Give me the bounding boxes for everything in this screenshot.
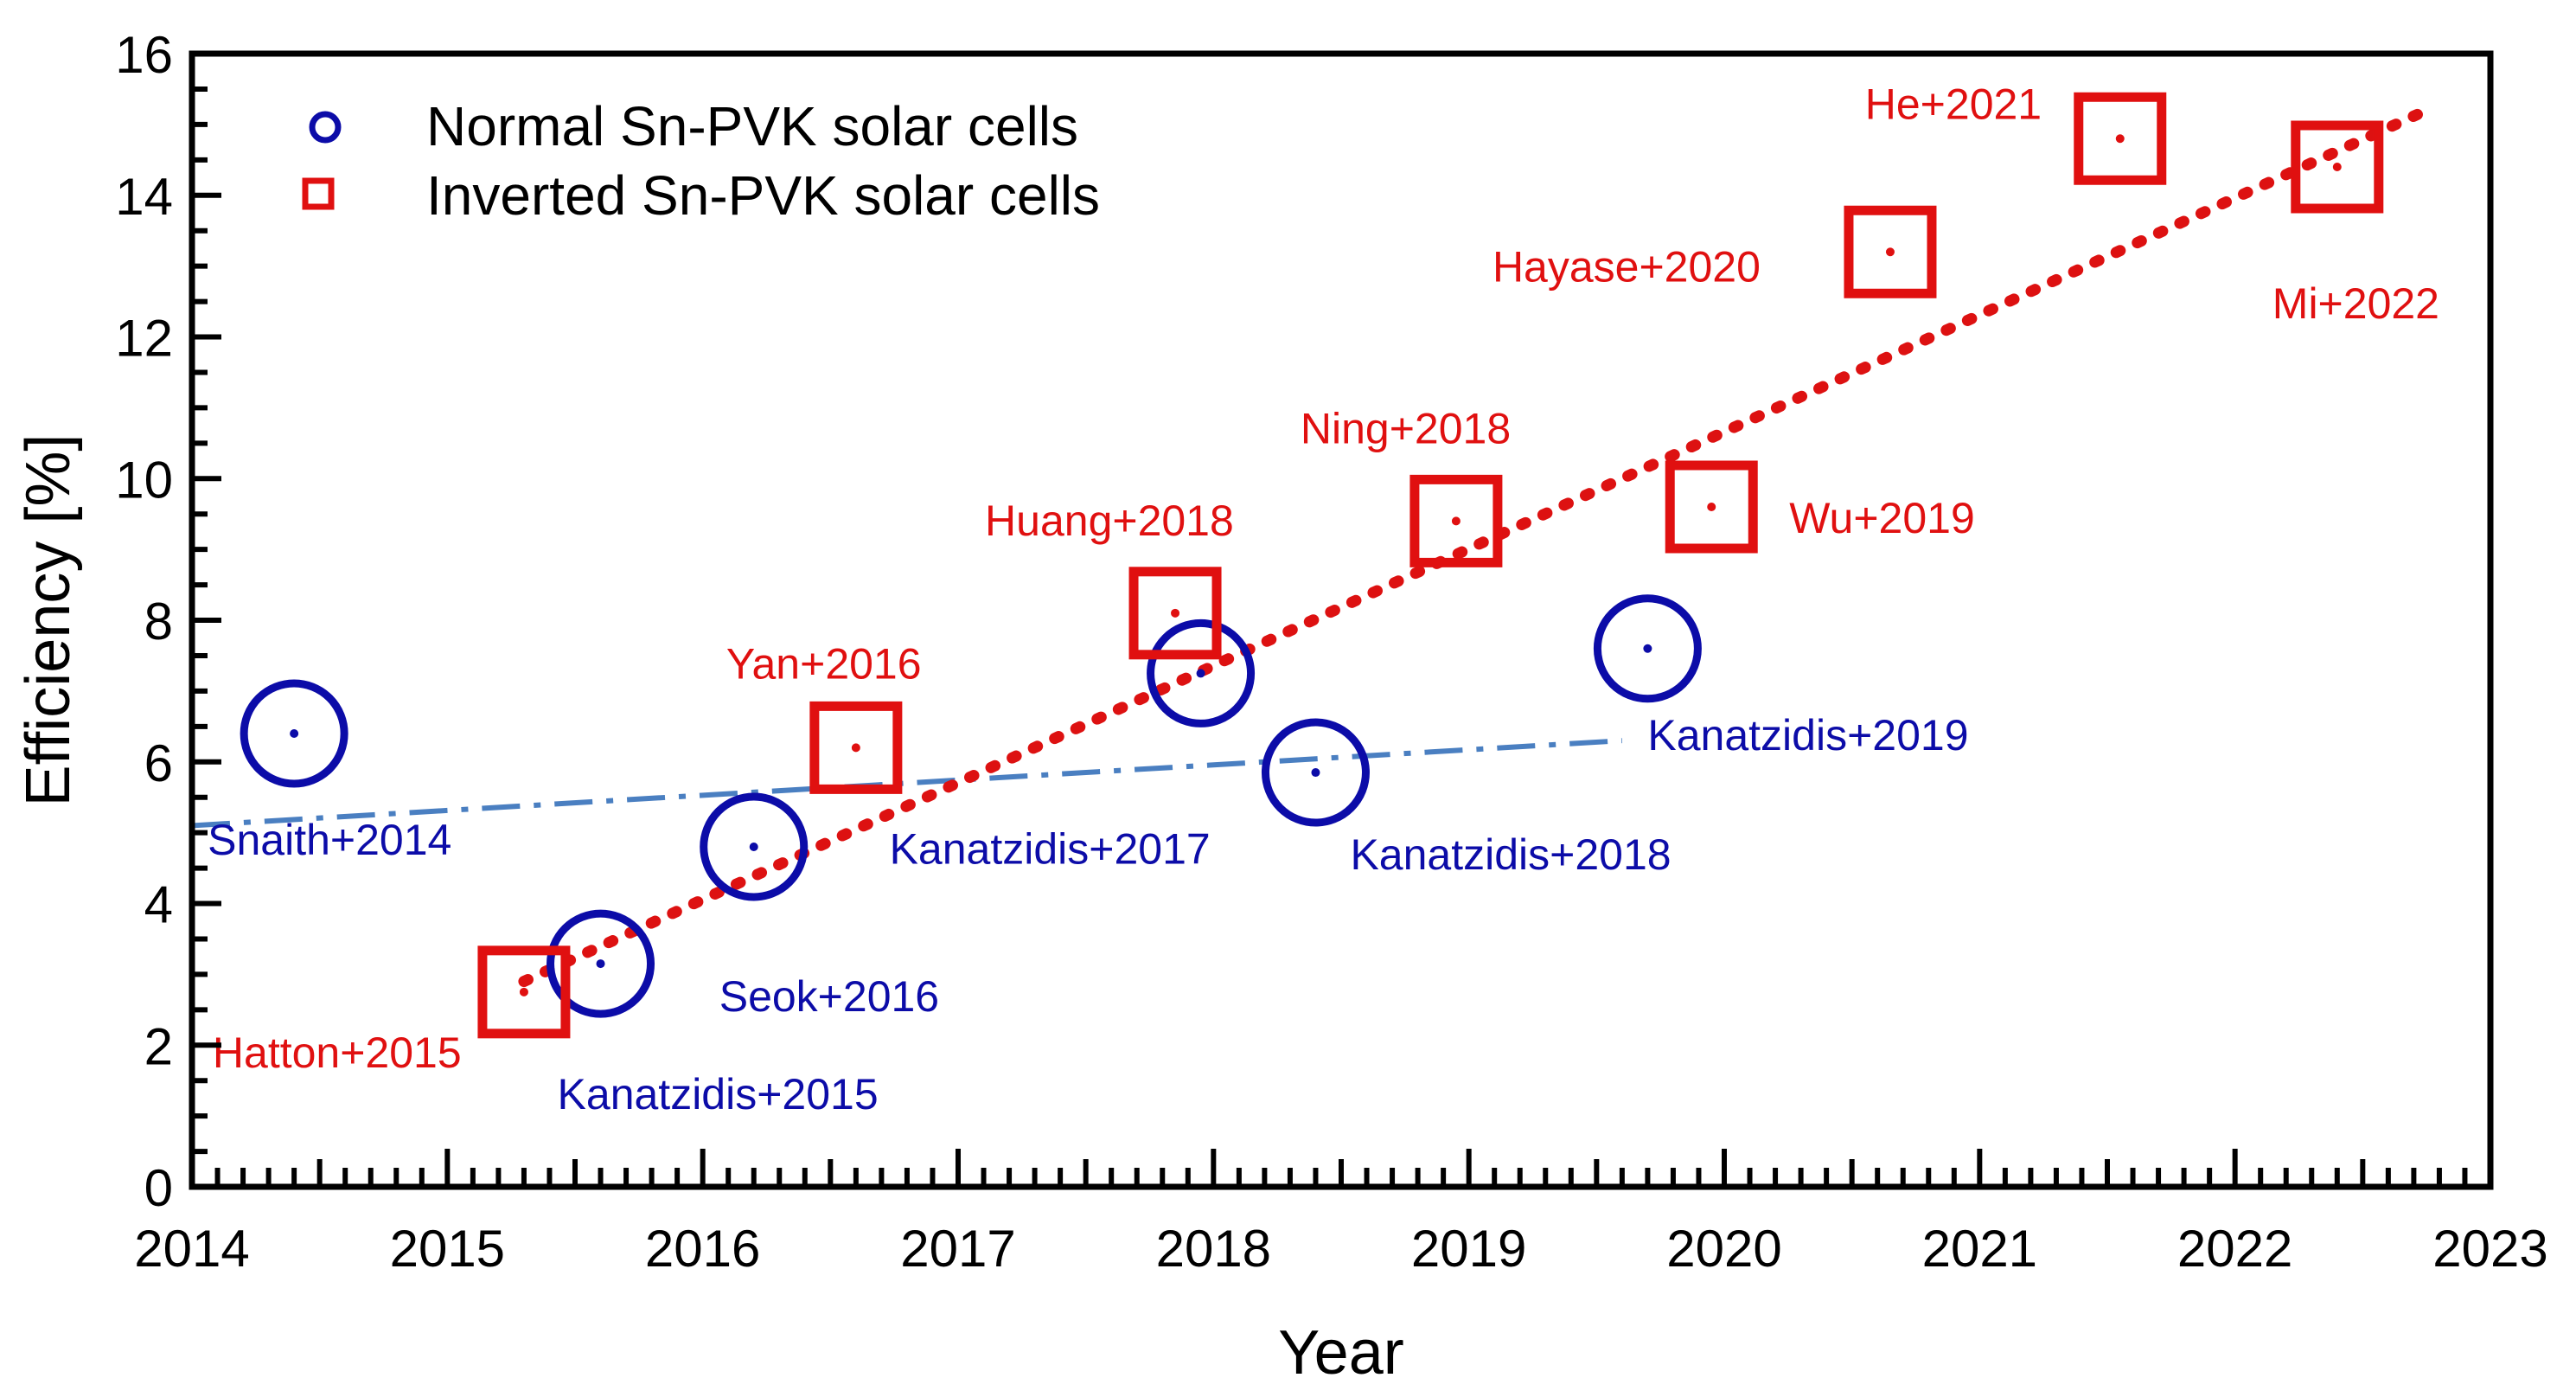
legend-label-inverted: Inverted Sn-PVK solar cells bbox=[426, 164, 1100, 227]
legend-square-marker-icon bbox=[302, 177, 335, 210]
marker-center-he-2021 bbox=[2115, 134, 2125, 144]
marker-center-kanatzidis-2017 bbox=[1196, 669, 1205, 678]
normal-trend bbox=[191, 738, 1623, 829]
y-tick-label: 6 bbox=[144, 734, 173, 792]
legend-item-inverted: Inverted Sn-PVK solar cells bbox=[302, 164, 1100, 227]
marker-square-hatton-2015 bbox=[477, 945, 571, 1039]
marker-center-hayase-2020 bbox=[1885, 247, 1895, 257]
marker-circle-kanatzidis-2017 bbox=[1147, 618, 1256, 727]
marker-center-hatton-2015 bbox=[519, 987, 528, 996]
marker-square-he-2021 bbox=[2074, 92, 2167, 185]
legend-item-normal: Normal Sn-PVK solar cells bbox=[309, 95, 1078, 157]
x-axis-title: Year bbox=[1278, 1318, 1403, 1387]
marker-center-yan-2016 bbox=[851, 743, 860, 753]
point-label-kanatzidis-2019: Kanatzidis+2019 bbox=[1647, 711, 1968, 759]
marker-center-mi-2022 bbox=[2332, 163, 2342, 171]
y-tick-label: 0 bbox=[144, 1159, 173, 1217]
point-label-layer: Snaith+2014 Kanatzidis+2015 Seok+2016 Kanat… bbox=[208, 80, 2439, 1118]
marker-center-seok-2016 bbox=[749, 843, 758, 851]
marker-square-yan-2016 bbox=[809, 701, 903, 794]
legend: Normal Sn-PVK solar cells Inverted Sn-PV… bbox=[302, 95, 1100, 227]
marker-circle-kanatzidis-2019 bbox=[1593, 594, 1702, 703]
x-tick-label: 2016 bbox=[645, 1220, 760, 1278]
trendline-layer bbox=[191, 105, 2432, 988]
marker-center-kanatzidis-2018 bbox=[1311, 768, 1320, 778]
y-tick-label: 4 bbox=[144, 876, 173, 934]
inverted-trend bbox=[518, 105, 2432, 988]
point-label-mi-2022: Mi+2022 bbox=[2272, 279, 2439, 328]
y-axis-title: Efficiency [%] bbox=[14, 434, 83, 807]
x-tick-label: 2023 bbox=[2432, 1220, 2547, 1278]
point-label-ning-2018: Ning+2018 bbox=[1301, 404, 1511, 452]
marker-center-kanatzidis-2015 bbox=[596, 959, 605, 969]
marker-square-wu-2019 bbox=[1665, 460, 1758, 554]
x-tick-label: 2019 bbox=[1411, 1220, 1526, 1278]
x-tick-label: 2022 bbox=[2177, 1220, 2292, 1278]
point-label-yan-2016: Yan+2016 bbox=[726, 639, 922, 688]
marker-center-huang-2018 bbox=[1171, 608, 1180, 618]
marker-center-ning-2018 bbox=[1451, 516, 1461, 526]
marker-center-snaith-2014 bbox=[290, 729, 299, 738]
y-tick-label: 12 bbox=[115, 310, 173, 368]
marker-circle-snaith-2014 bbox=[240, 679, 348, 788]
point-label-he-2021: He+2021 bbox=[1865, 80, 2042, 128]
y-tick-label: 8 bbox=[144, 593, 173, 650]
marker-square-huang-2018 bbox=[1128, 567, 1222, 660]
y-tick-label: 2 bbox=[144, 1017, 173, 1075]
point-label-snaith-2014: Snaith+2014 bbox=[208, 816, 451, 864]
point-label-hayase-2020: Hayase+2020 bbox=[1493, 242, 1761, 291]
marker-circle-kanatzidis-2015 bbox=[547, 909, 655, 1018]
axis-tick-labels: 2014 2015 2016 2017 2018 2019 2020 2021 2022 2023… bbox=[115, 26, 2547, 1278]
x-tick-label: 2017 bbox=[900, 1220, 1015, 1278]
point-label-kanatzidis-2018: Kanatzidis+2018 bbox=[1350, 830, 1671, 879]
point-label-kanatzidis-2015: Kanatzidis+2015 bbox=[558, 1070, 879, 1118]
legend-circle-marker-icon bbox=[309, 111, 342, 144]
marker-center-kanatzidis-2019 bbox=[1643, 644, 1652, 653]
marker-square-hayase-2020 bbox=[1844, 205, 1937, 298]
point-label-kanatzidis-2017: Kanatzidis+2017 bbox=[890, 824, 1211, 873]
marker-circle-kanatzidis-2018 bbox=[1261, 718, 1370, 827]
y-tick-label: 14 bbox=[115, 168, 173, 226]
point-label-seok-2016: Seok+2016 bbox=[719, 972, 939, 1021]
y-tick-label: 10 bbox=[115, 451, 173, 509]
marker-circle-seok-2016 bbox=[700, 792, 809, 901]
x-tick-label: 2015 bbox=[390, 1220, 505, 1278]
x-tick-label: 2020 bbox=[1666, 1220, 1781, 1278]
point-label-hatton-2015: Hatton+2015 bbox=[213, 1029, 462, 1077]
marker-center-wu-2019 bbox=[1707, 503, 1716, 511]
legend-label-normal: Normal Sn-PVK solar cells bbox=[426, 95, 1078, 157]
x-tick-label: 2021 bbox=[1922, 1220, 2037, 1278]
y-tick-label: 16 bbox=[115, 26, 173, 84]
point-label-wu-2019: Wu+2019 bbox=[1789, 494, 1975, 542]
marker-square-mi-2022 bbox=[2291, 120, 2384, 214]
marker-layer bbox=[240, 92, 2384, 1039]
point-label-huang-2018: Huang+2018 bbox=[985, 497, 1234, 545]
x-tick-label: 2018 bbox=[1156, 1220, 1271, 1278]
x-tick-label: 2014 bbox=[134, 1220, 249, 1278]
marker-square-ning-2018 bbox=[1409, 474, 1503, 567]
axis-ticks bbox=[189, 51, 2493, 1189]
